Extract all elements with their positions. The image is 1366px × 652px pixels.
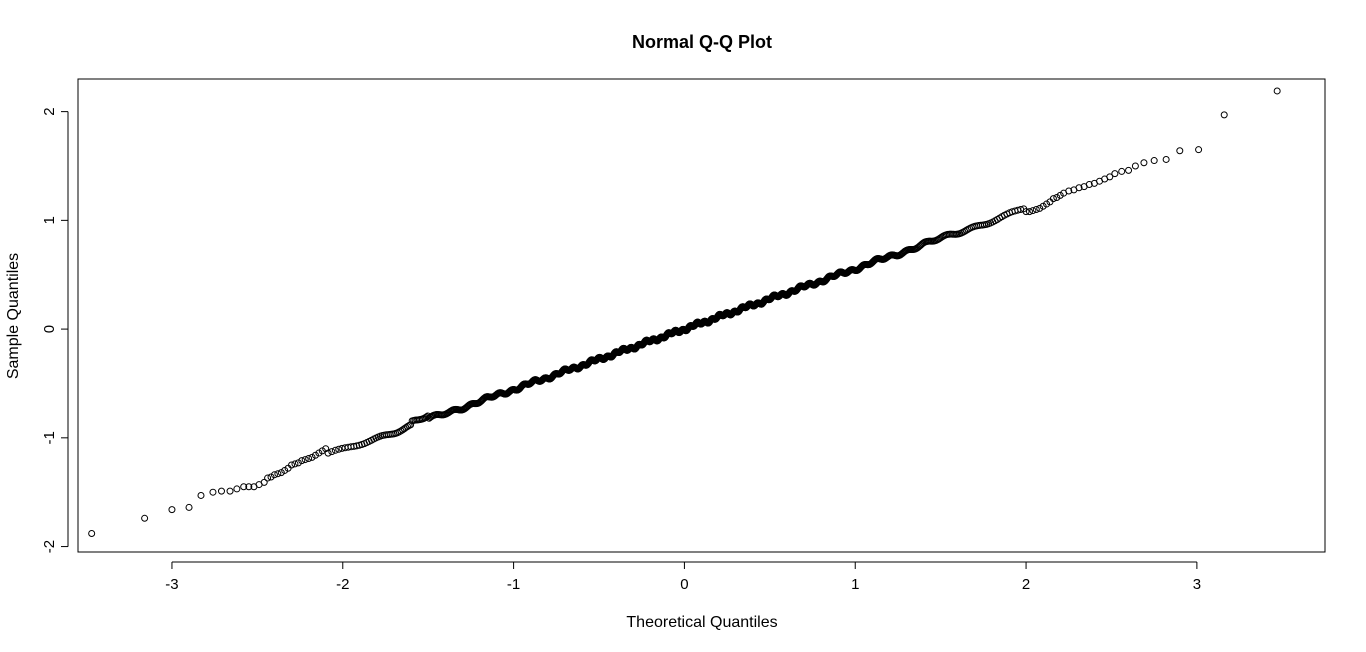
x-tick-label: 3 xyxy=(1193,576,1201,593)
data-point xyxy=(277,469,285,477)
data-point xyxy=(168,506,176,514)
data-point xyxy=(1029,207,1037,215)
data-point xyxy=(1043,200,1051,208)
data-point xyxy=(1039,202,1047,210)
data-point xyxy=(240,483,248,491)
data-point xyxy=(1070,186,1078,194)
y-tick-label: -1 xyxy=(41,431,58,444)
data-point xyxy=(1150,157,1158,165)
data-point xyxy=(308,453,316,461)
data-point xyxy=(1131,162,1139,170)
x-tick-label: 0 xyxy=(680,576,688,593)
data-point xyxy=(1090,179,1098,187)
data-point xyxy=(185,503,193,511)
y-axis: -2 -1 0 1 2 xyxy=(41,107,69,553)
plot-frame xyxy=(77,78,1326,553)
data-point xyxy=(1195,146,1203,154)
data-points xyxy=(88,87,1281,538)
data-point xyxy=(1022,208,1030,216)
data-point xyxy=(1049,195,1057,203)
data-point xyxy=(281,466,289,474)
data-point xyxy=(233,485,241,493)
data-point xyxy=(1060,189,1068,197)
data-point xyxy=(1118,167,1126,175)
data-point xyxy=(318,447,326,455)
data-point xyxy=(288,461,296,469)
data-point xyxy=(217,487,225,495)
data-point xyxy=(1273,87,1281,95)
data-point xyxy=(197,491,205,499)
data-point xyxy=(1140,159,1148,167)
data-point xyxy=(1032,205,1040,213)
data-point xyxy=(141,514,149,522)
data-point xyxy=(1056,191,1064,199)
data-point xyxy=(291,460,299,468)
data-point xyxy=(1162,155,1170,163)
data-point xyxy=(962,226,970,234)
data-point xyxy=(1025,208,1033,216)
data-point xyxy=(1046,198,1054,206)
data-point xyxy=(1111,170,1119,178)
x-axis-label: Theoretical Quantiles xyxy=(626,614,777,631)
data-point xyxy=(1053,194,1061,202)
data-point xyxy=(270,471,278,479)
x-axis: -3 -2 -1 0 1 2 3 xyxy=(165,561,1201,593)
y-tick-label: 0 xyxy=(41,325,58,333)
x-tick-label: -3 xyxy=(165,576,178,593)
data-point xyxy=(324,449,332,457)
data-point xyxy=(1176,147,1184,155)
y-tick-label: 2 xyxy=(41,107,58,115)
data-point xyxy=(226,487,234,495)
y-axis-label: Sample Quantiles xyxy=(5,253,22,379)
x-tick-label: -1 xyxy=(507,576,520,593)
data-point xyxy=(298,457,306,465)
chart-title: Normal Q-Q Plot xyxy=(632,32,772,52)
data-point xyxy=(264,474,272,482)
data-point xyxy=(209,488,217,496)
data-point xyxy=(1080,183,1088,191)
data-point xyxy=(245,483,253,491)
data-point xyxy=(311,451,319,459)
data-point xyxy=(1220,111,1228,119)
x-tick-label: 1 xyxy=(851,576,859,593)
y-tick-label: 1 xyxy=(41,216,58,224)
data-point xyxy=(301,456,309,464)
data-point xyxy=(267,473,275,481)
data-point xyxy=(315,449,323,457)
data-point xyxy=(305,454,313,462)
data-point xyxy=(274,470,282,478)
data-point xyxy=(1036,204,1044,212)
data-point xyxy=(88,530,96,538)
data-point xyxy=(294,459,302,467)
data-point xyxy=(1125,166,1133,174)
data-point xyxy=(260,478,268,486)
data-point xyxy=(328,448,336,456)
x-tick-label: -2 xyxy=(336,576,349,593)
y-tick-label: -2 xyxy=(41,540,58,553)
x-tick-label: 2 xyxy=(1022,576,1030,593)
data-point xyxy=(331,446,339,454)
data-point xyxy=(335,445,343,453)
